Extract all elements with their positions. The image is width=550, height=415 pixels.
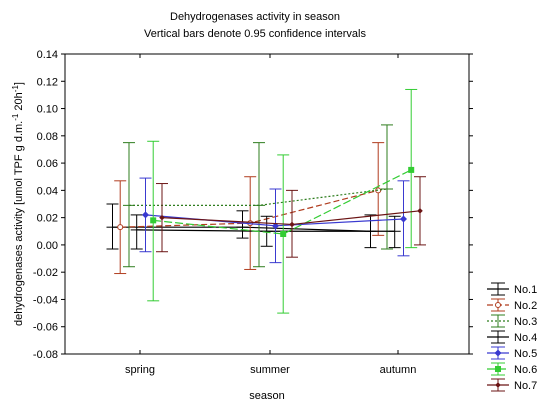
y-tick-label: 0.12 [37,76,58,88]
legend-label: No.7 [514,380,537,392]
data-point [280,231,287,237]
legend-item: No.2 [487,298,537,312]
legend-item: No.4 [487,330,537,344]
y-tick-label: -0.02 [33,267,58,279]
legend-marker [495,382,501,388]
series-group [106,88,426,314]
series-No.4 [130,214,401,250]
legend-label: No.4 [514,332,537,344]
data-point [117,224,124,231]
series-No.6 [147,88,418,314]
y-tick-label: 0.10 [37,104,58,116]
chart-subtitle: Vertical bars denote 0.95 confidence int… [144,28,366,40]
x-tick-label: summer [250,364,290,376]
y-tick-label: 0.04 [37,185,58,197]
series-line [153,169,412,235]
legend-item: No.7 [487,378,537,392]
legend-marker [495,302,501,308]
series-line [129,188,388,206]
legend-label: No.5 [514,348,537,360]
y-axis: -0.08 -0.06 -0.04 -0.02 0.00 0.02 0.04 0.06 0.08… [33,49,473,361]
y-tick-label: -0.04 [33,294,58,306]
plot-area [64,53,470,355]
data-point [150,217,157,224]
chart-title: Dehydrogenases activity in season [170,11,340,23]
series-No.1 [106,203,377,250]
x-tick-label: spring [125,364,155,376]
y-tick-label: -0.08 [33,349,58,361]
data-point [159,214,165,221]
x-axis: spring summer autumn [125,54,416,376]
legend-marker [495,366,501,372]
series-No.7 [156,176,426,258]
x-tick-label: autumn [380,364,417,376]
legend-label: No.6 [514,364,537,376]
legend-label: No.2 [514,300,537,312]
legend: No.1 No.2 No.3 No.4 No.5 No.6 No.7 [487,282,537,392]
legend-label: No.1 [514,284,537,296]
data-point [289,221,295,228]
series-No.3 [123,124,393,268]
legend-item: No.6 [487,362,537,376]
y-tick-label: 0.08 [37,131,58,143]
series-No.2 [114,142,385,275]
legend-marker [494,349,502,357]
data-point [417,208,423,214]
legend-label: No.3 [514,316,537,328]
legend-item: No.3 [487,314,537,328]
data-point [142,211,149,219]
y-tick-label: 0.02 [37,213,58,225]
y-tick-label: 0.00 [37,240,58,252]
data-point [400,215,407,223]
y-axis-label: dehydrogenases activity [umol TPF g d.m.… [11,82,25,326]
data-point [408,166,415,173]
legend-item: No.5 [487,346,537,360]
x-axis-label: season [249,390,284,402]
y-tick-label: 0.14 [37,49,58,61]
y-tick-label: 0.06 [37,158,58,170]
legend-item: No.1 [487,282,537,296]
y-tick-label: -0.06 [33,322,58,334]
